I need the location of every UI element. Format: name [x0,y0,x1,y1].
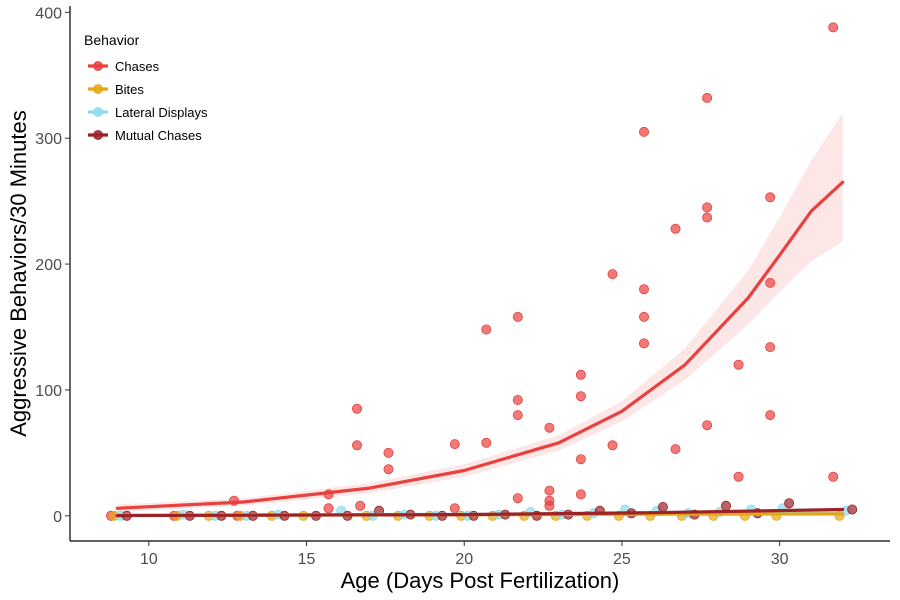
chases-point [575,454,586,465]
bites-legend-swatch [93,84,103,94]
chases-legend-swatch [93,61,103,71]
chases-point [702,212,713,223]
y-tick-label: 100 [35,383,62,400]
points-layer [106,22,858,521]
chases-point [702,92,713,103]
chases-point [383,447,394,458]
chases-point [512,311,523,322]
chases-point [670,444,681,455]
chases-point [765,277,776,288]
chases-point [355,500,366,511]
chases-fit-line [115,180,845,510]
x-tick-label: 20 [455,551,473,568]
chases-point [639,338,650,349]
chases-point [670,223,681,234]
y-tick-label: 300 [35,131,62,148]
chases-point [702,202,713,213]
chases-point [765,342,776,353]
chases-point [765,410,776,421]
lateral-displays-legend-swatch [93,107,103,117]
legend: Behavior Chases Bites Lateral Displays Mutua… [84,32,208,143]
chases-point [544,500,555,511]
chases-point [639,126,650,137]
chases-point [351,403,362,414]
mutual-chases-legend-swatch [93,130,103,140]
mutual-chases-legend-label: Mutual Chases [115,128,202,143]
x-tick-label: 25 [613,551,631,568]
chases-point [733,359,744,370]
bites-legend-label: Bites [115,82,144,97]
chases-point [323,503,334,514]
chases-point [351,440,362,451]
chases-point [733,471,744,482]
chases-point [765,192,776,203]
x-axis-title: Age (Days Post Fertilization) [341,568,620,593]
chases-point [575,391,586,402]
chases-point [383,464,394,475]
mutual-chases-fit-line [115,507,845,518]
chases-point [512,493,523,504]
chases-point [828,22,839,33]
fit-lines-layer [115,180,845,518]
mutual-chases-point [847,504,858,515]
chases-point [512,394,523,405]
chases-point [828,471,839,482]
legend-title: Behavior [84,32,140,48]
chases-point [544,485,555,496]
chases-point [607,440,618,451]
chases-point [639,311,650,322]
mutual-chases-point [784,498,795,509]
lateral-displays-legend-label: Lateral Displays [115,105,208,120]
chases-point [481,324,492,335]
x-tick-label: 30 [771,551,789,568]
chases-point [512,410,523,421]
chases-point [575,489,586,500]
chases-legend-label: Chases [115,59,160,74]
mutual-chases-point [657,501,668,512]
y-tick-label: 0 [53,509,62,526]
chases-point [639,284,650,295]
y-axis-title: Aggressive Behaviors/30 Minutes [6,110,31,437]
chases-point [449,503,460,514]
mutual-chases-point [721,500,732,511]
x-tick-label: 10 [140,551,158,568]
chases-point [481,437,492,448]
chases-point [702,420,713,431]
chases-point [544,422,555,433]
chases-point [575,369,586,380]
y-tick-label: 200 [35,257,62,274]
x-tick-label: 15 [298,551,316,568]
y-tick-label: 400 [35,5,62,22]
chases-point [449,439,460,450]
chases-point [607,269,618,280]
